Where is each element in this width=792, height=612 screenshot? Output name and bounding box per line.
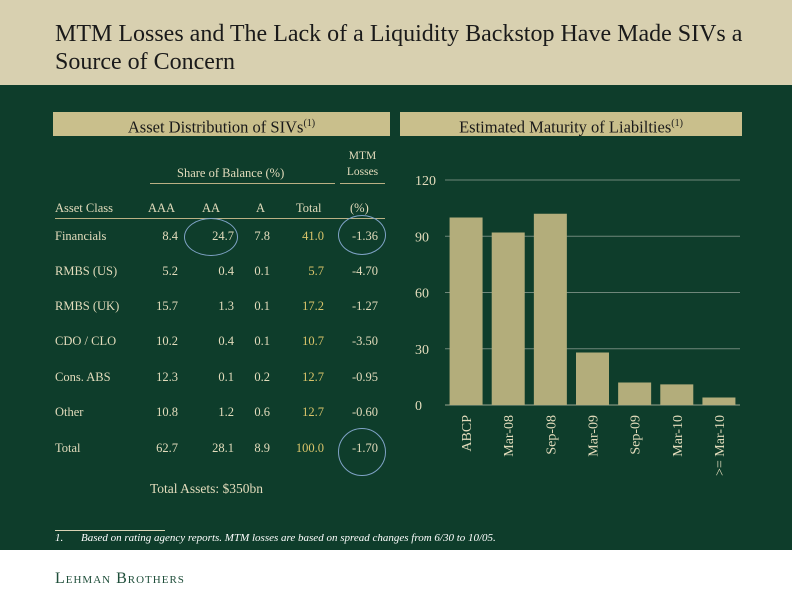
x-tick-label: Sep-08 bbox=[544, 415, 559, 455]
y-tick-label: 60 bbox=[415, 287, 429, 302]
cell-aa: 1.3 bbox=[218, 299, 234, 313]
x-tick-label: ABCP bbox=[460, 415, 475, 452]
cell-mtm: -0.95 bbox=[351, 370, 378, 384]
mtm-label-line1: MTM bbox=[348, 150, 377, 162]
cell-aaa: 62.7 bbox=[156, 441, 178, 455]
lehman-brothers-logo: Lehman Brothers bbox=[55, 570, 185, 587]
col-asset-class: Asset Class bbox=[55, 201, 113, 215]
col-a: A bbox=[256, 201, 266, 215]
cell-aaa: 5.2 bbox=[162, 264, 178, 278]
left-section-header: Asset Distribution of SIVs(1) bbox=[53, 112, 390, 137]
highlight-circle-aa bbox=[184, 218, 238, 256]
bar-1 bbox=[491, 232, 525, 405]
cell-mtm: -1.27 bbox=[351, 299, 378, 313]
cell-mtm: -3.50 bbox=[351, 334, 378, 348]
cell-aa: 1.2 bbox=[218, 405, 234, 419]
col-mtm-pct: (%) bbox=[350, 201, 369, 215]
x-tick-label: Mar-10 bbox=[671, 415, 686, 457]
content-panel bbox=[0, 85, 792, 550]
cell-aa: 0.4 bbox=[218, 264, 234, 278]
cell-aaa: 10.8 bbox=[156, 405, 178, 419]
left-header-footnote-ref: (1) bbox=[303, 118, 316, 129]
bar-0 bbox=[449, 217, 483, 405]
cell-total: 17.2 bbox=[302, 299, 324, 313]
cell-mtm: -0.60 bbox=[351, 405, 378, 419]
y-tick-label: 30 bbox=[415, 343, 429, 358]
cell-total: 5.7 bbox=[308, 264, 324, 278]
footnote-rule bbox=[55, 530, 165, 531]
row-label: RMBS (UK) bbox=[55, 299, 120, 313]
x-tick-label: >= Mar-10 bbox=[713, 415, 728, 476]
row-label: Cons. ABS bbox=[55, 370, 111, 384]
cell-total: 12.7 bbox=[302, 370, 324, 384]
cell-aaa: 12.3 bbox=[156, 370, 178, 384]
footnote-number: 1. bbox=[55, 532, 64, 544]
total-assets-label: Total Assets: $350bn bbox=[150, 481, 264, 496]
cell-aa: 28.1 bbox=[212, 441, 234, 455]
cell-aaa: 8.4 bbox=[162, 229, 178, 243]
bar-6 bbox=[702, 397, 736, 405]
footnote-text: Based on rating agency reports. MTM loss… bbox=[81, 532, 496, 544]
cell-aaa: 10.2 bbox=[156, 334, 178, 348]
col-aa: AA bbox=[202, 201, 221, 215]
cell-total: 10.7 bbox=[302, 334, 324, 348]
cell-a: 0.1 bbox=[254, 299, 270, 313]
bar-4 bbox=[618, 382, 652, 405]
cell-a: 0.2 bbox=[254, 370, 270, 384]
row-label: RMBS (US) bbox=[55, 264, 118, 278]
right-header-footnote-ref: (1) bbox=[671, 118, 683, 129]
bar-3 bbox=[576, 352, 609, 405]
col-total: Total bbox=[296, 201, 322, 215]
highlight-circle-total-mtm bbox=[338, 428, 386, 476]
cell-a: 7.8 bbox=[254, 229, 270, 243]
x-tick-label: Mar-09 bbox=[587, 415, 602, 457]
y-tick-label: 120 bbox=[415, 174, 436, 189]
cell-a: 0.1 bbox=[254, 264, 270, 278]
maturity-bar-chart: 0 30 60 90 120 ABCP Mar-08 Sep-08 Mar-09 Sep-09 Ma… bbox=[415, 174, 740, 476]
cell-a: 0.1 bbox=[254, 334, 270, 348]
highlight-circle-mtm bbox=[338, 215, 386, 255]
bar-2 bbox=[533, 213, 567, 405]
cell-mtm: -4.70 bbox=[351, 264, 378, 278]
bar-5 bbox=[660, 384, 694, 405]
cell-aa: 0.4 bbox=[218, 334, 234, 348]
left-header-text: Asset Distribution of SIVs bbox=[127, 117, 304, 137]
right-section-header: Estimated Maturity of Liabilties(1) bbox=[400, 112, 742, 137]
title-band bbox=[0, 0, 792, 85]
cell-total: 100.0 bbox=[295, 441, 324, 455]
row-label: Total bbox=[55, 441, 81, 455]
col-aaa: AAA bbox=[148, 201, 176, 215]
cell-aa: 0.1 bbox=[218, 370, 234, 384]
cell-a: 8.9 bbox=[254, 441, 270, 455]
share-of-balance-label: Share of Balance (%) bbox=[177, 166, 285, 180]
right-header-text: Estimated Maturity of Liabilties bbox=[459, 117, 672, 137]
cell-a: 0.6 bbox=[254, 405, 270, 419]
page-title: MTM Losses and The Lack of a Liquidity B… bbox=[55, 21, 743, 75]
x-tick-label: Sep-09 bbox=[629, 415, 644, 455]
cell-aaa: 15.7 bbox=[156, 299, 178, 313]
y-tick-label: 90 bbox=[415, 230, 429, 245]
share-underline bbox=[150, 183, 335, 184]
cell-total: 12.7 bbox=[302, 405, 324, 419]
x-tick-label: Mar-08 bbox=[502, 415, 517, 457]
y-tick-label: 0 bbox=[415, 399, 422, 414]
footnote: 1. Based on rating agency reports. MTM lo… bbox=[55, 532, 496, 544]
row-label: Financials bbox=[55, 229, 107, 243]
cell-total: 41.0 bbox=[302, 229, 324, 243]
mtm-underline bbox=[340, 183, 385, 184]
row-label: CDO / CLO bbox=[55, 334, 117, 348]
row-label: Other bbox=[55, 405, 84, 419]
mtm-label-line2: Losses bbox=[346, 166, 379, 178]
